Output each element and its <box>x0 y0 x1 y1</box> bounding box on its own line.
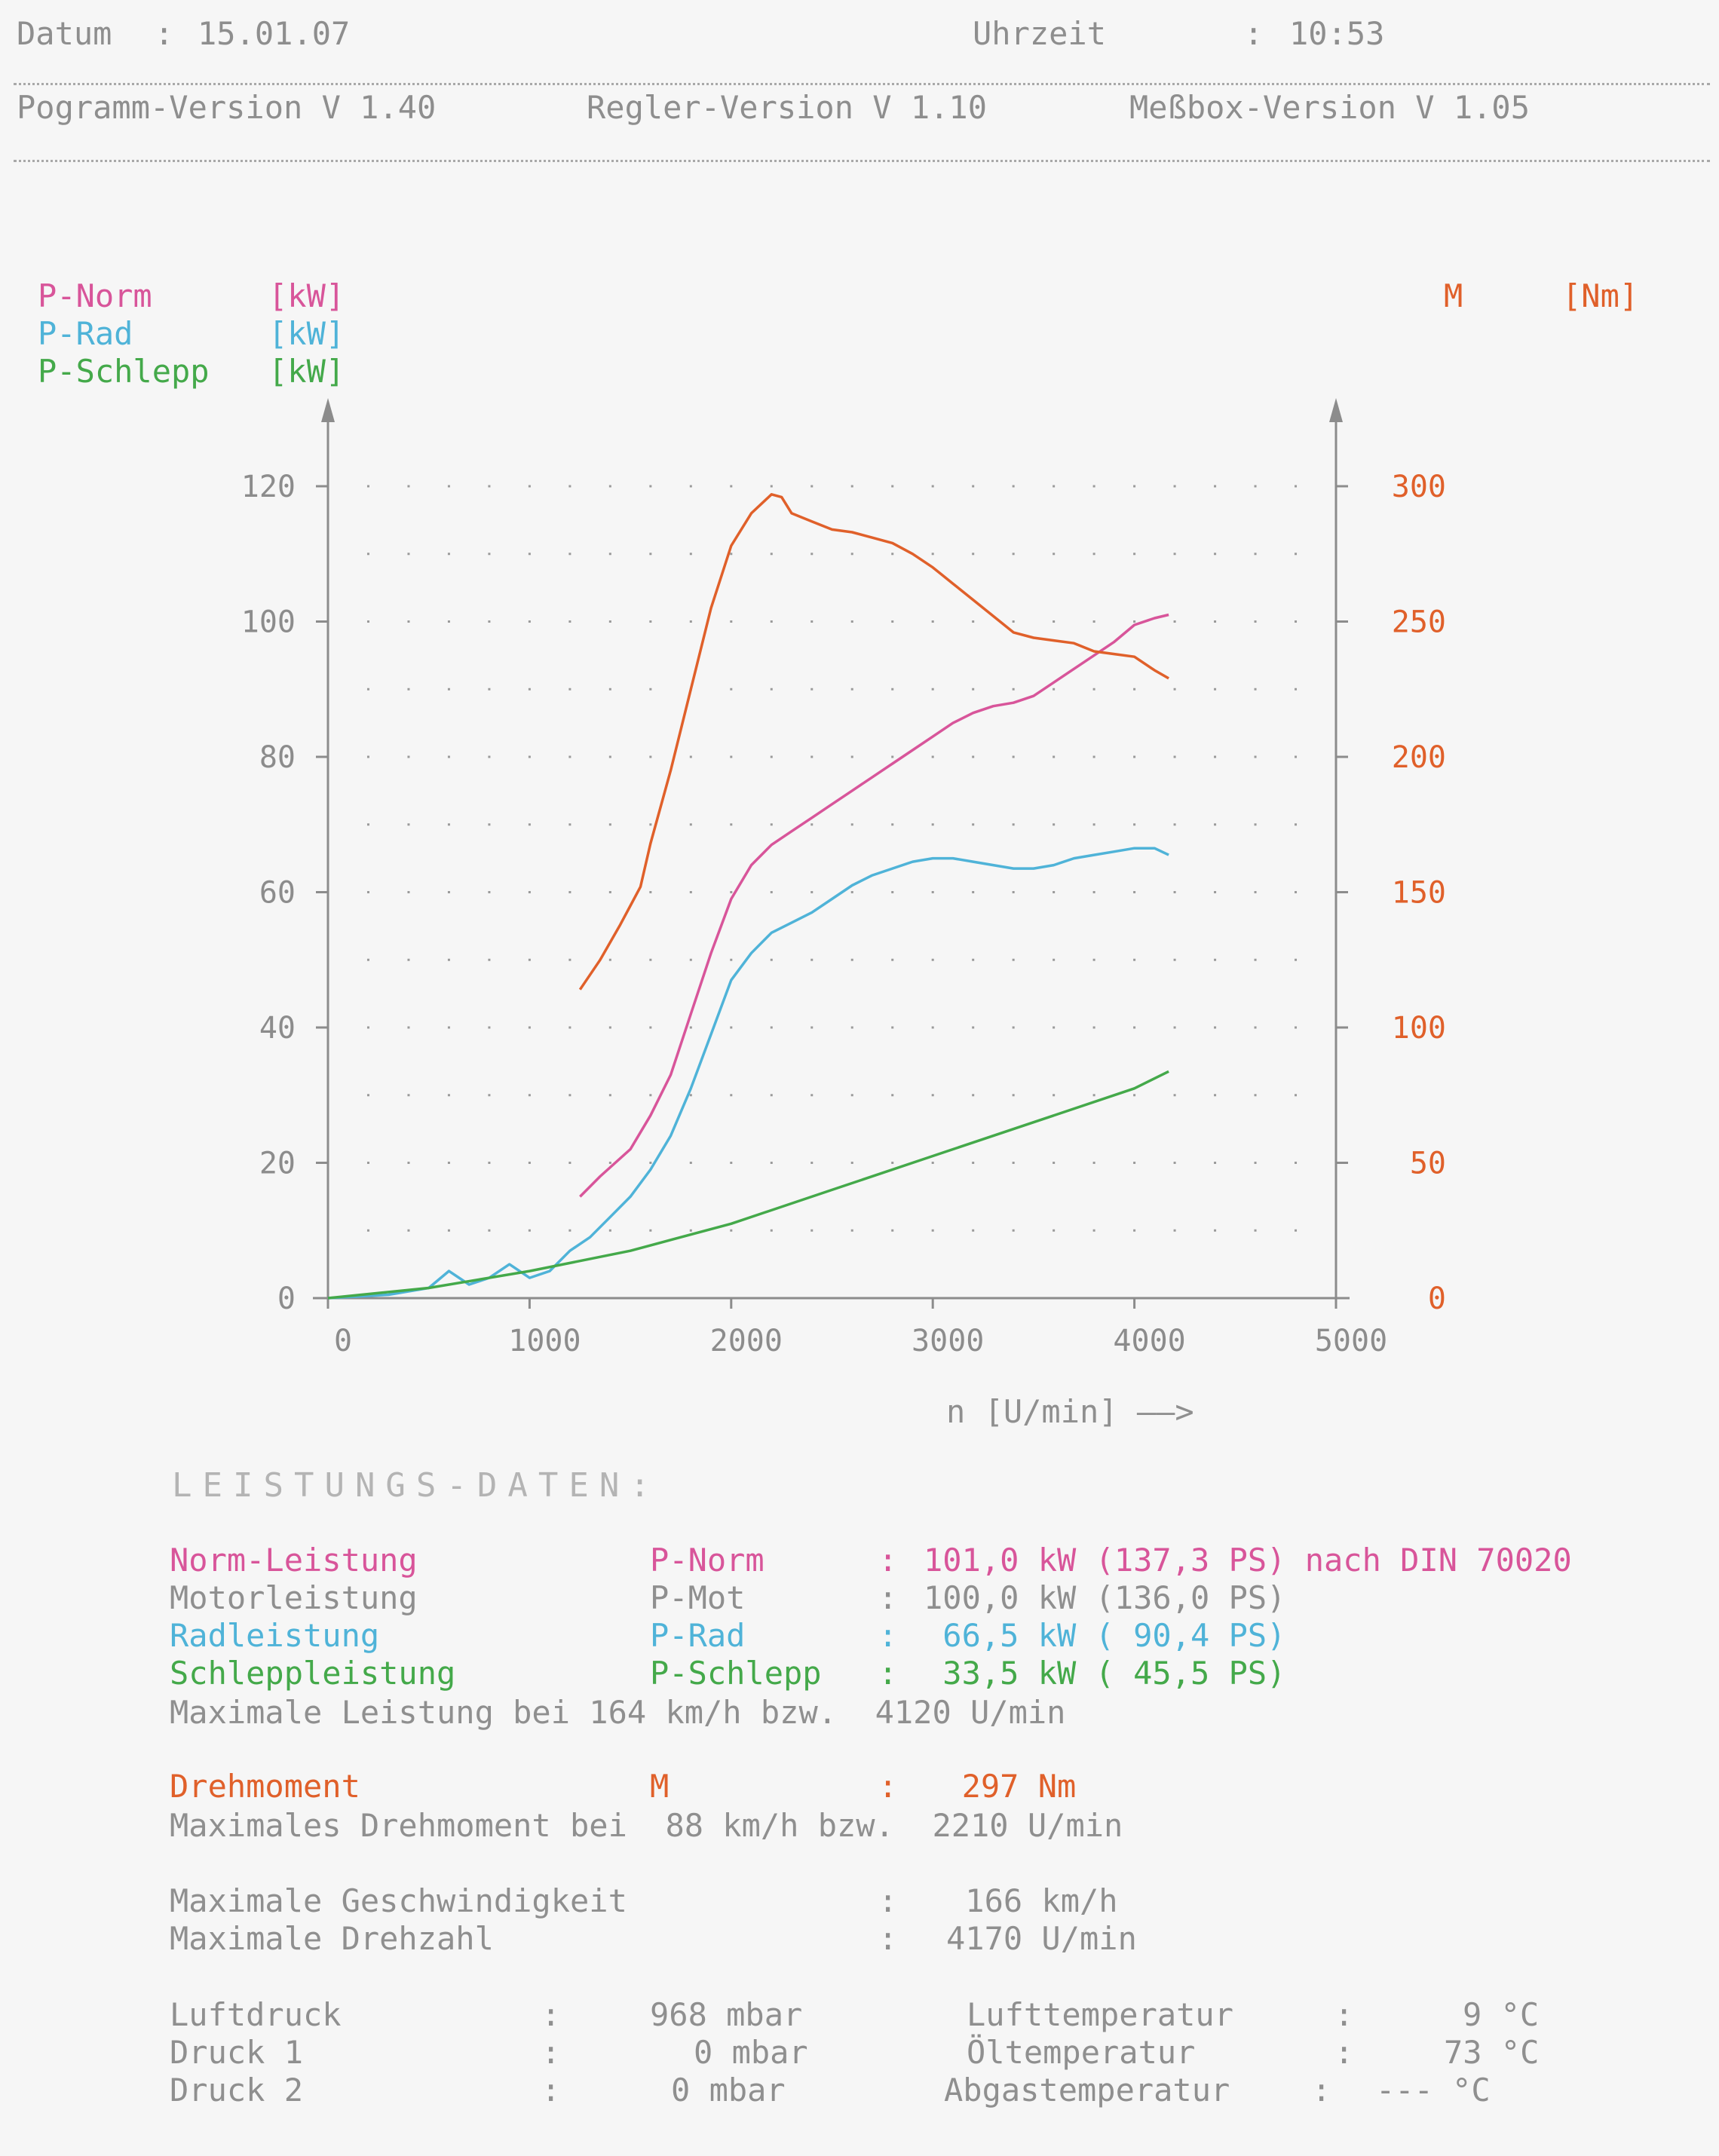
y-right-tick-label: 300 <box>1392 470 1446 504</box>
y-left-tick-label: 0 <box>277 1282 296 1316</box>
legend-p-norm-name: P-Norm <box>38 277 152 314</box>
env-exhaust-temp-label: Abgastemperatur <box>944 2072 1230 2109</box>
series-line-p-schlepp <box>327 1070 1169 1300</box>
x-tick-label: 4000 <box>1113 1324 1185 1358</box>
y-right-tick-label: 200 <box>1392 740 1446 775</box>
y-axis-right-arrow <box>1329 398 1343 422</box>
x-axis-label: n [U/min] ——> <box>946 1393 1194 1430</box>
legend-p-norm-unit: [kW] <box>268 277 345 314</box>
env-exhaust-temp-sep: : <box>1312 2072 1331 2109</box>
series-line-p-norm <box>579 613 1169 1198</box>
y-left-tick-label: 120 <box>241 470 296 504</box>
date-separator: : <box>155 15 174 52</box>
env-pressure1-value: 0 mbar <box>694 2034 808 2071</box>
row-mot-value: 100,0 kW (136,0 PS) <box>924 1579 1286 1616</box>
torque-sep: : <box>878 1768 898 1805</box>
row-schlepp-label: Schleppleistung <box>170 1655 456 1692</box>
y-axis-left-arrow <box>321 398 335 422</box>
y-right-tick-label: 50 <box>1410 1147 1446 1181</box>
y-left-tick-label: 80 <box>259 740 296 775</box>
y-left-tick-label: 60 <box>259 876 296 911</box>
date-value: 15.01.07 <box>198 15 351 52</box>
series-line-m <box>578 493 1169 991</box>
x-tick-label: 5000 <box>1315 1324 1387 1358</box>
x-tick-label: 3000 <box>912 1324 984 1358</box>
max-rpm-value: 4170 U/min <box>946 1920 1137 1957</box>
row-mot-label: Motorleistung <box>170 1579 418 1616</box>
y-right-tick-label: 0 <box>1428 1282 1446 1316</box>
torque-value: 297 Nm <box>924 1768 1077 1805</box>
x-tick-label: 2000 <box>710 1324 783 1358</box>
env-air-pressure-value: 968 mbar <box>650 1996 803 2033</box>
time-label: Uhrzeit <box>973 15 1107 52</box>
row-norm-value: 101,0 kW (137,3 PS) nach DIN 70020 <box>924 1542 1572 1579</box>
env-air-pressure-label: Luftdruck <box>170 1996 342 2033</box>
y-left-tick-label: 40 <box>259 1011 296 1046</box>
y-left-tick-label: 20 <box>259 1147 296 1181</box>
row-rad-label: Radleistung <box>170 1617 380 1654</box>
time-value: 10:53 <box>1289 15 1385 52</box>
env-exhaust-temp-value: --- °C <box>1376 2072 1491 2109</box>
row-rad-sep: : <box>878 1617 898 1654</box>
max-power-text: Maximale Leistung bei 164 km/h bzw. 4120… <box>170 1694 1066 1731</box>
data-section-title: LEISTUNGS-DATEN: <box>172 1466 660 1505</box>
controller-version: Regler-Version V 1.10 <box>587 89 988 126</box>
max-rpm-sep: : <box>878 1920 898 1957</box>
max-rpm-label: Maximale Drehzahl <box>170 1920 494 1957</box>
row-norm-label: Norm-Leistung <box>170 1542 418 1579</box>
header-rule-top <box>14 83 1710 85</box>
max-speed-sep: : <box>878 1882 898 1919</box>
max-speed-value: 166 km/h <box>946 1882 1118 1919</box>
torque-symbol: M <box>650 1768 670 1805</box>
row-mot-sep: : <box>878 1579 898 1616</box>
legend-p-rad-name: P-Rad <box>38 315 133 352</box>
env-pressure2-value: 0 mbar <box>671 2072 786 2109</box>
legend-p-schlepp-name: P-Schlepp <box>38 353 210 390</box>
max-torque-text: Maximales Drehmoment bei 88 km/h bzw. 22… <box>170 1807 1123 1844</box>
row-rad-value: 66,5 kW ( 90,4 PS) <box>924 1617 1286 1654</box>
env-air-temp-label: Lufttemperatur <box>967 1996 1234 2033</box>
y-right-tick-label: 100 <box>1392 1011 1446 1046</box>
date-label: Datum <box>17 15 112 52</box>
x-tick-label: 1000 <box>508 1324 581 1358</box>
box-version: Meßbox-Version V 1.05 <box>1129 89 1531 126</box>
env-pressure1-sep: : <box>541 2034 561 2071</box>
env-air-temp-value: 9 °C <box>1463 1996 1540 2033</box>
row-norm-sep: : <box>878 1542 898 1579</box>
torque-label: Drehmoment <box>170 1768 360 1805</box>
legend-p-rad-unit: [kW] <box>268 315 345 352</box>
env-oil-temp-value: 73 °C <box>1444 2034 1540 2071</box>
time-separator: : <box>1244 15 1264 52</box>
program-version: Pogramm-Version V 1.40 <box>17 89 437 126</box>
y-right-tick-label: 250 <box>1392 605 1446 640</box>
row-schlepp-sep: : <box>878 1655 898 1692</box>
y-left-tick-label: 100 <box>241 605 296 640</box>
row-schlepp-symbol: P-Schlepp <box>650 1655 822 1692</box>
env-air-pressure-sep: : <box>541 1996 561 2033</box>
legend-p-schlepp-unit: [kW] <box>268 353 345 390</box>
legend-torque-unit: [Nm] <box>1562 277 1639 314</box>
row-rad-symbol: P-Rad <box>650 1617 746 1654</box>
row-norm-symbol: P-Norm <box>650 1542 765 1579</box>
legend-torque-name: M <box>1444 277 1463 314</box>
series-line-p-rad <box>327 847 1169 1300</box>
env-pressure2-label: Druck 2 <box>170 2072 304 2109</box>
env-air-temp-sep: : <box>1334 1996 1354 2033</box>
env-pressure1-label: Druck 1 <box>170 2034 304 2071</box>
row-mot-symbol: P-Mot <box>650 1579 746 1616</box>
y-right-tick-label: 150 <box>1392 876 1446 911</box>
env-oil-temp-sep: : <box>1334 2034 1354 2071</box>
row-schlepp-value: 33,5 kW ( 45,5 PS) <box>924 1655 1286 1692</box>
x-tick-label: 0 <box>334 1324 352 1358</box>
max-speed-label: Maximale Geschwindigkeit <box>170 1882 627 1919</box>
grid-dots <box>366 485 1338 1232</box>
env-pressure2-sep: : <box>541 2072 561 2109</box>
env-oil-temp-label: Öltemperatur <box>967 2034 1196 2071</box>
header-rule-bottom <box>14 160 1710 162</box>
